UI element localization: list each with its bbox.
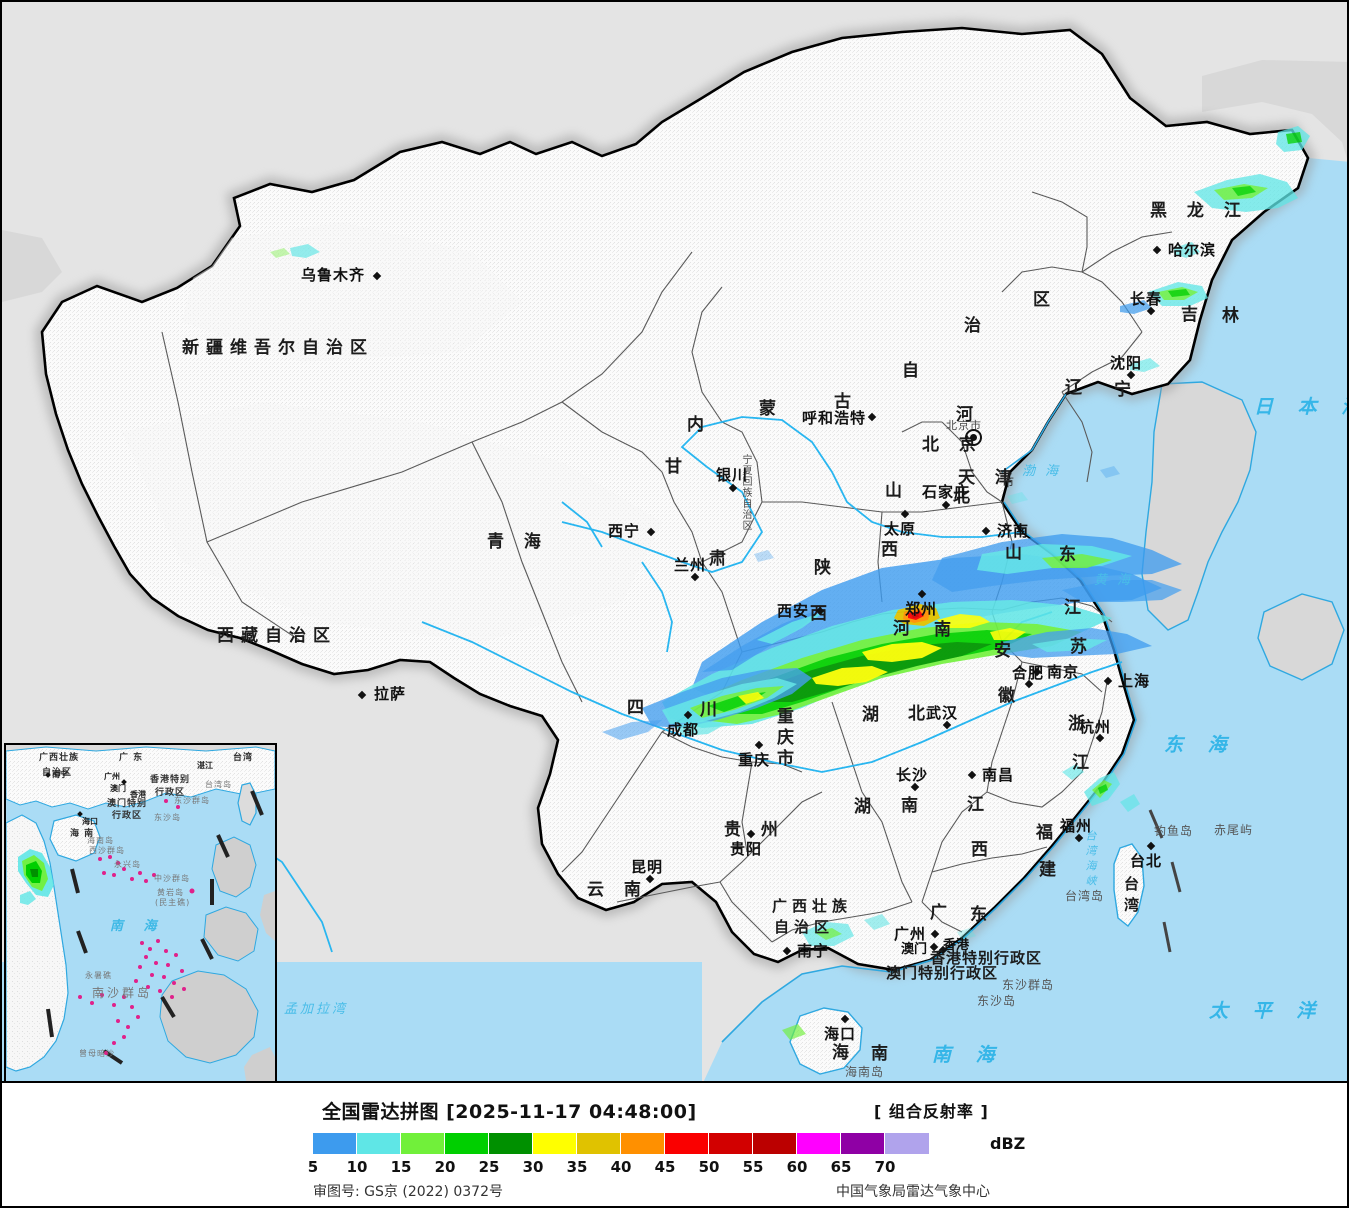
colorbar-tick: 65 [830, 1158, 852, 1176]
colorbar-tick: 35 [566, 1158, 588, 1176]
map-panel[interactable]: 新疆维吾尔自治区 西藏自治区 青 海 甘 肃 内 蒙 古 自 治 区 宁夏回族自… [0, 0, 1349, 1083]
colorbar-tick: 15 [390, 1158, 412, 1176]
colorbar-swatch[interactable] [445, 1133, 489, 1154]
radar-echo-layer [270, 126, 1310, 1040]
colorbar-tick: 55 [742, 1158, 764, 1176]
colorbar-swatch[interactable] [401, 1133, 445, 1154]
legend-title-row: 全国雷达拼图 [2025-11-17 04:48:00] [ 组合反射率 ] [2, 1097, 1349, 1123]
inset-map-svg [6, 745, 275, 1081]
colorbar-swatch[interactable] [709, 1133, 753, 1154]
colorbar-swatch[interactable] [313, 1133, 357, 1154]
footer-approval-number: 审图号: GS京 (2022) 0372号 [313, 1184, 503, 1200]
colorbar-tick: 20 [434, 1158, 456, 1176]
colorbar-tick: 45 [654, 1158, 676, 1176]
dbz-unit-label: dBZ [990, 1134, 1026, 1153]
colorbar-swatch[interactable] [753, 1133, 797, 1154]
radar-title: 全国雷达拼图 [2025-11-17 04:48:00] [322, 1101, 697, 1123]
colorbar-tick: 10 [346, 1158, 368, 1176]
colorbar-swatch[interactable] [577, 1133, 621, 1154]
colorbar-swatch[interactable] [841, 1133, 885, 1154]
dbz-tick-labels: 5 10 15 20 25 30 35 40 45 50 55 60 65 70 [308, 1158, 993, 1176]
colorbar-swatch[interactable] [533, 1133, 577, 1154]
product-label: [ 组合反射率 ] [874, 1102, 989, 1121]
china-radar-map [2, 2, 1347, 1081]
colorbar-swatch[interactable] [665, 1133, 709, 1154]
colorbar-tick: 30 [522, 1158, 544, 1176]
colorbar-tick: 40 [610, 1158, 632, 1176]
colorbar-tick: 50 [698, 1158, 720, 1176]
colorbar-tick: 70 [874, 1158, 896, 1176]
colorbar-tick: 25 [478, 1158, 500, 1176]
colorbar-swatch[interactable] [489, 1133, 533, 1154]
colorbar-swatch[interactable] [621, 1133, 665, 1154]
colorbar-swatch[interactable] [357, 1133, 401, 1154]
footer-organization: 中国气象局雷达气象中心 [836, 1184, 990, 1200]
south-china-sea-inset[interactable] [4, 743, 277, 1081]
colorbar-swatch[interactable] [885, 1133, 929, 1154]
colorbar-swatch[interactable] [797, 1133, 841, 1154]
colorbar-tick: 5 [307, 1158, 319, 1176]
colorbar-tick: 60 [786, 1158, 808, 1176]
dbz-colorbar[interactable] [313, 1133, 929, 1154]
